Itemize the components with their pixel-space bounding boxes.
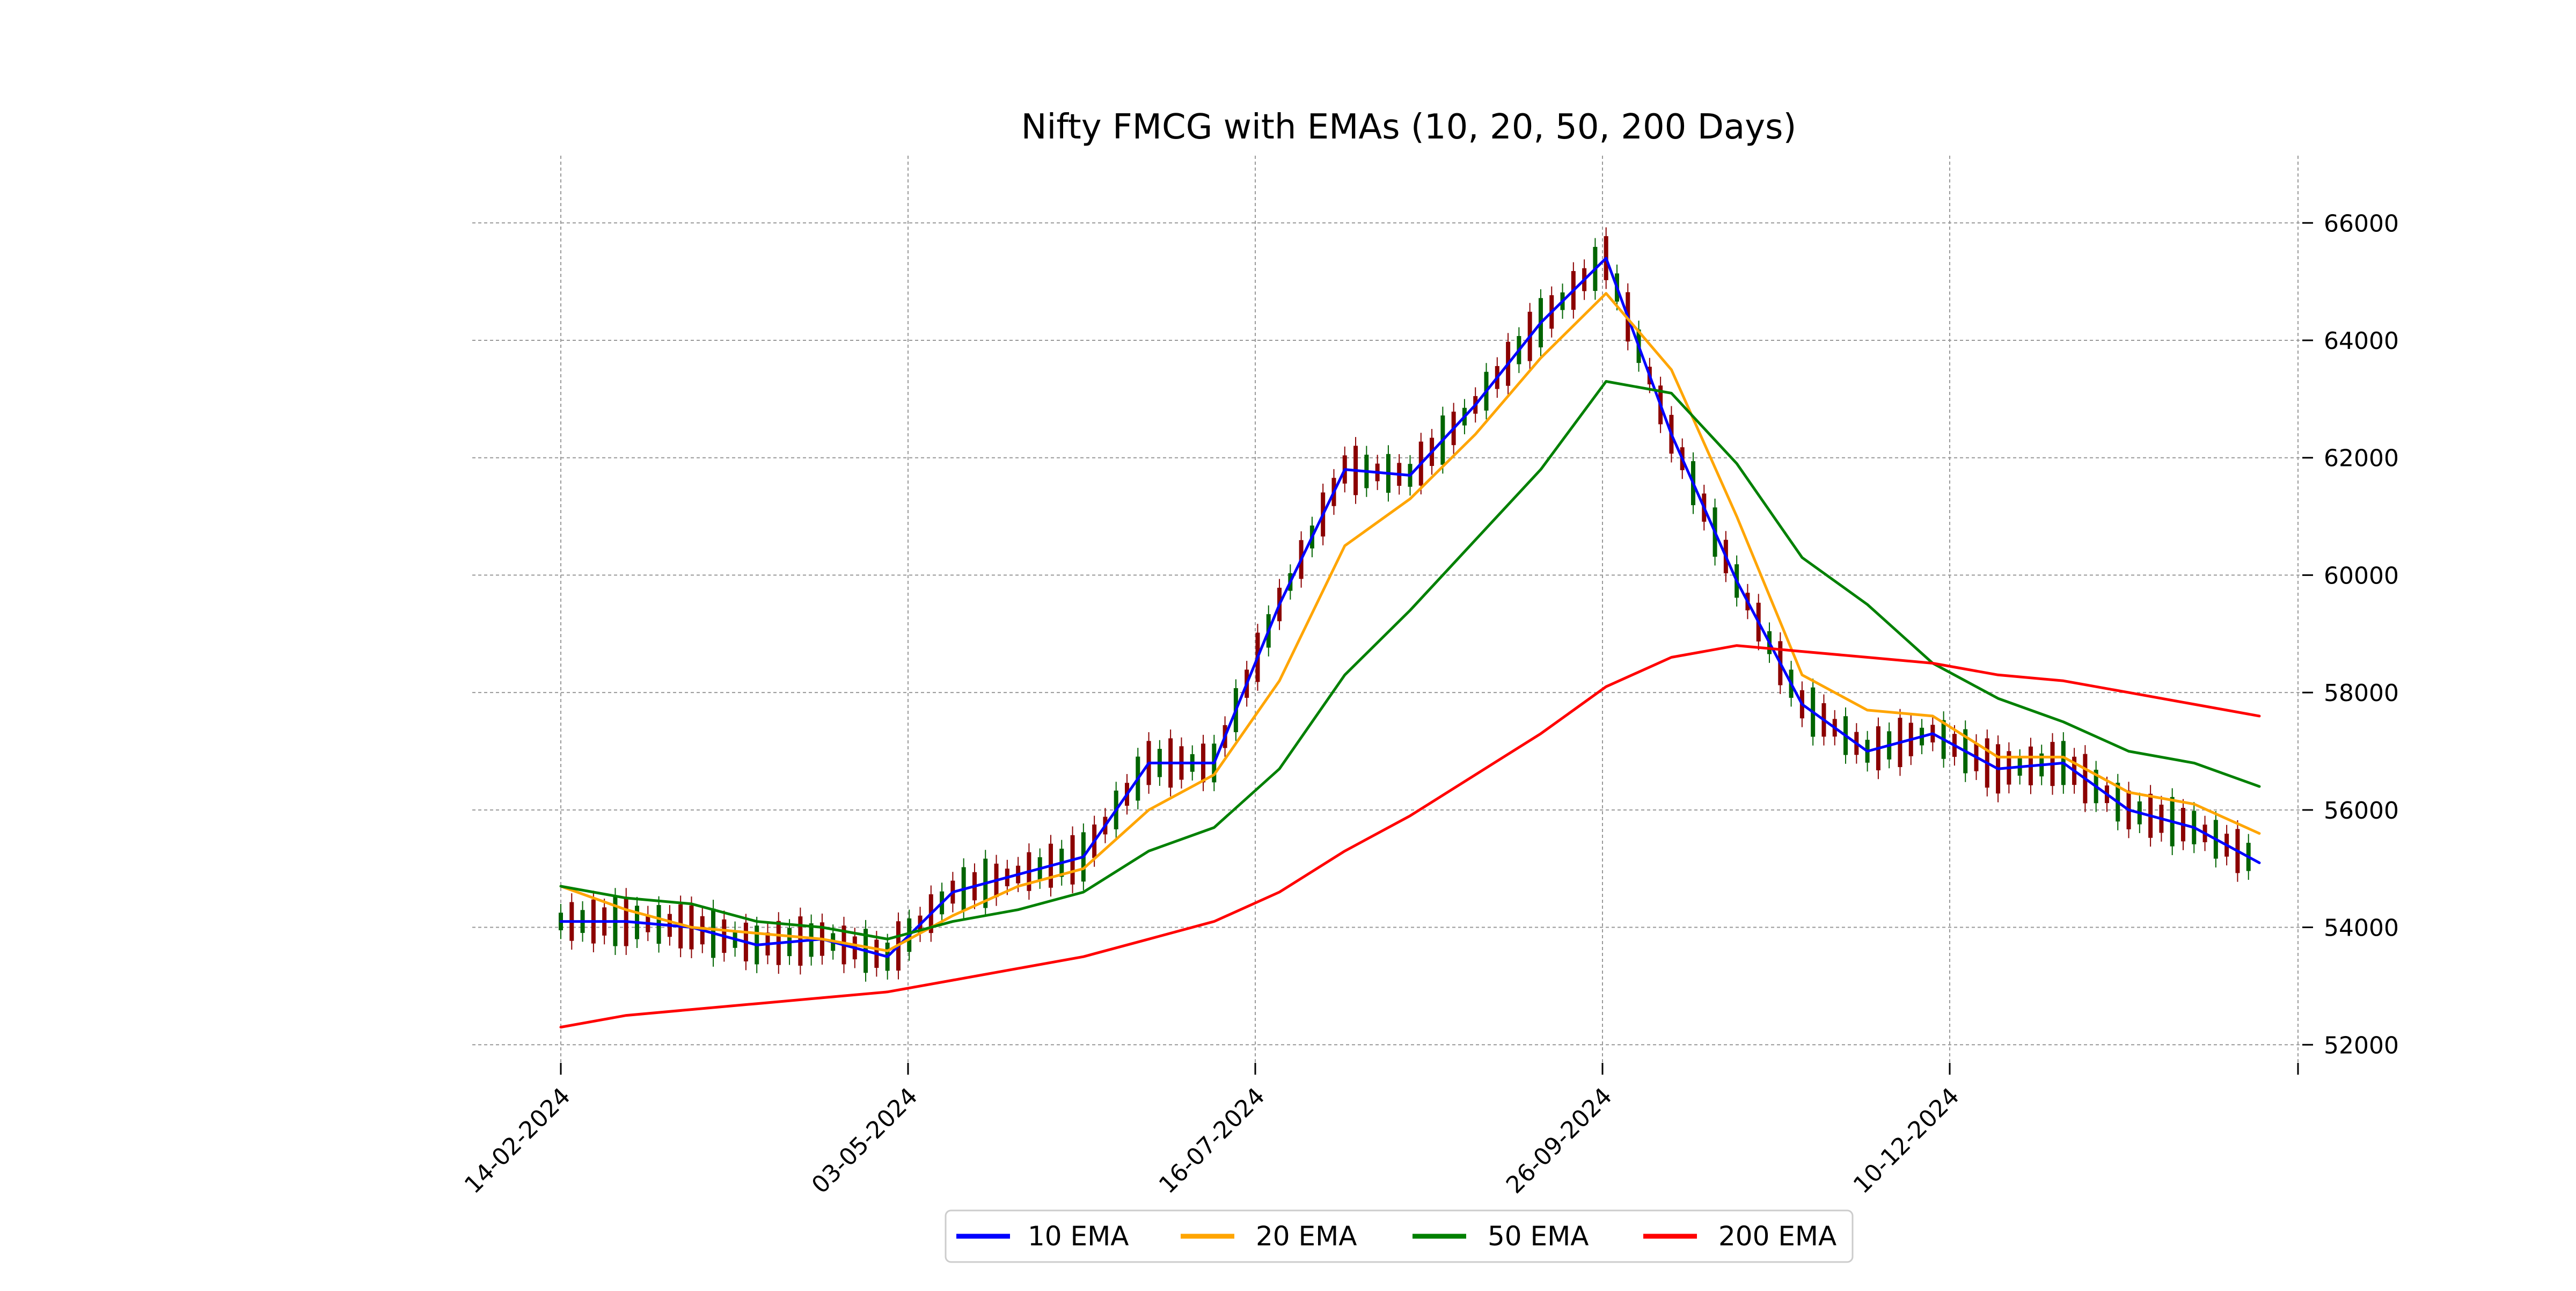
series-line-200-ema (559, 644, 2261, 1029)
series-line-50-ema (559, 380, 2261, 940)
series-line-20-ema (559, 292, 2261, 952)
y-tick-label: 66000 (2324, 210, 2399, 237)
y-tick-label: 52000 (2324, 1032, 2399, 1059)
series-layer (559, 257, 2261, 1029)
legend-label-200-ema: 200 EMA (1718, 1221, 1836, 1252)
chart-title: Nifty FMCG with EMAs (10, 20, 50, 200 Da… (1021, 107, 1797, 147)
y-tick-label: 56000 (2324, 797, 2399, 825)
y-tick-label: 58000 (2324, 680, 2399, 707)
legend-label-50-ema: 50 EMA (1488, 1221, 1589, 1252)
series-line-10-ema (559, 257, 2261, 958)
legend-label-10-ema: 10 EMA (1028, 1221, 1129, 1252)
legend: 10 EMA 20 EMA 50 EMA 200 EMA (945, 1209, 1854, 1263)
y-tick-label: 54000 (2324, 915, 2399, 942)
legend-box (945, 1209, 1854, 1263)
y-tick-label: 62000 (2324, 445, 2399, 472)
y-tick-label: 64000 (2324, 327, 2399, 355)
legend-label-20-ema: 20 EMA (1256, 1221, 1357, 1252)
y-tick-label: 60000 (2324, 562, 2399, 589)
